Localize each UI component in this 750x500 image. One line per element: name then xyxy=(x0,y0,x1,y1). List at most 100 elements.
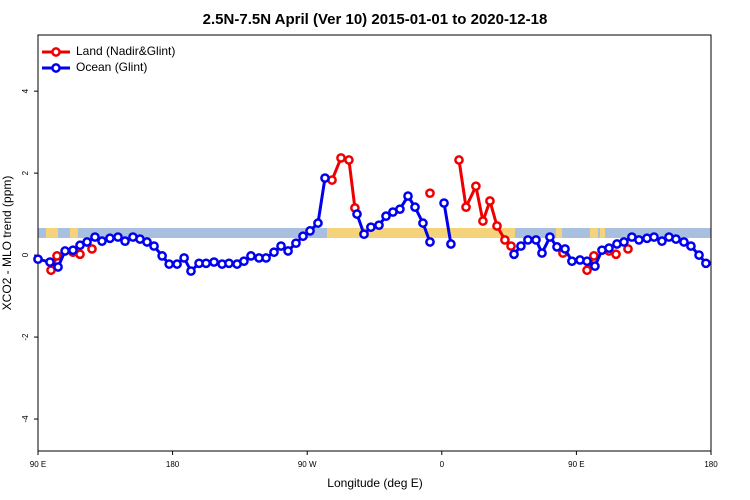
data-point xyxy=(425,237,435,247)
data-point xyxy=(142,237,152,247)
data-point xyxy=(410,202,420,212)
data-point xyxy=(671,234,681,244)
data-point xyxy=(201,258,211,269)
data-point xyxy=(492,221,502,231)
data-point xyxy=(582,256,592,267)
data-point xyxy=(105,233,115,244)
x-axis-label: Longitude (deg E) xyxy=(327,476,422,490)
data-point xyxy=(120,236,130,247)
data-point xyxy=(82,237,92,247)
chart-title: 2.5N-7.5N April (Ver 10) 2015-01-01 to 2… xyxy=(203,11,548,28)
data-point xyxy=(352,209,362,219)
data-point xyxy=(45,257,55,267)
data-point xyxy=(500,235,510,245)
data-point xyxy=(516,241,526,251)
data-point xyxy=(90,232,100,242)
y-axis-label: XCO2 - MLO trend (ppm) xyxy=(0,176,14,311)
data-point xyxy=(604,243,614,253)
data-point xyxy=(425,188,435,199)
data-point xyxy=(523,235,533,245)
data-point xyxy=(269,247,279,258)
data-point xyxy=(589,251,599,261)
data-point xyxy=(611,249,621,260)
data-point xyxy=(701,258,711,269)
data-point xyxy=(224,258,234,269)
data-point xyxy=(545,232,555,242)
data-point xyxy=(164,259,175,269)
data-point xyxy=(418,218,428,228)
data-point xyxy=(446,239,456,249)
y-tick-label: -4 xyxy=(21,415,30,423)
data-point xyxy=(471,181,481,192)
data-point xyxy=(276,241,286,251)
data-point xyxy=(537,248,547,258)
plot-frame xyxy=(37,34,712,452)
y-tick-label: 4 xyxy=(21,88,30,93)
data-point xyxy=(403,191,413,201)
data-point xyxy=(657,236,667,247)
data-point xyxy=(186,266,196,276)
y-tick-label: 0 xyxy=(21,252,30,257)
data-point xyxy=(97,236,107,247)
data-point xyxy=(68,245,78,256)
data-point xyxy=(552,242,562,252)
data-point xyxy=(623,244,633,254)
data-point xyxy=(313,218,323,228)
legend-label: Land (Nadir&Glint) xyxy=(76,44,175,58)
legend-marker xyxy=(51,47,61,57)
data-point xyxy=(366,222,376,233)
y-tick-label: 2 xyxy=(21,170,30,175)
data-point xyxy=(531,235,541,245)
data-point xyxy=(381,211,391,222)
land-band xyxy=(46,228,58,238)
data-point xyxy=(694,250,704,260)
data-point xyxy=(485,196,495,206)
data-point xyxy=(506,241,516,251)
data-point xyxy=(291,238,301,249)
data-point xyxy=(52,251,62,261)
data-point xyxy=(60,246,70,256)
data-point xyxy=(157,251,167,261)
data-point xyxy=(172,259,182,269)
land-band xyxy=(600,228,605,238)
data-point xyxy=(179,253,189,263)
legend-label: Ocean (Glint) xyxy=(76,60,147,74)
data-point xyxy=(305,226,315,236)
data-point xyxy=(246,251,256,261)
data-point xyxy=(87,244,97,254)
data-point xyxy=(239,256,249,267)
x-tick-label: 180 xyxy=(704,460,718,469)
land-band xyxy=(327,228,515,238)
data-point xyxy=(509,249,519,260)
data-point xyxy=(478,216,488,226)
x-tick-label: 0 xyxy=(440,460,445,469)
data-point xyxy=(33,254,43,265)
data-point xyxy=(149,241,159,251)
data-point xyxy=(283,246,293,256)
data-point xyxy=(53,262,63,272)
data-point xyxy=(336,153,346,163)
land-band xyxy=(590,228,598,238)
x-tick-label: 180 xyxy=(166,460,180,469)
data-point xyxy=(439,198,449,208)
data-point xyxy=(686,241,696,251)
data-point xyxy=(395,204,405,215)
data-point xyxy=(298,231,308,242)
land-band xyxy=(556,228,562,238)
x-tick-label: 90 E xyxy=(568,460,584,469)
data-point xyxy=(679,237,689,247)
land-band xyxy=(70,228,78,238)
data-point xyxy=(649,232,659,242)
data-point xyxy=(261,253,271,263)
data-point xyxy=(344,155,354,165)
data-point xyxy=(582,265,592,276)
data-point xyxy=(320,173,330,183)
data-point xyxy=(461,202,471,212)
legend-marker xyxy=(51,63,61,73)
data-point xyxy=(560,244,570,254)
data-point xyxy=(374,220,384,231)
data-point xyxy=(619,237,629,247)
data-point xyxy=(359,229,369,240)
